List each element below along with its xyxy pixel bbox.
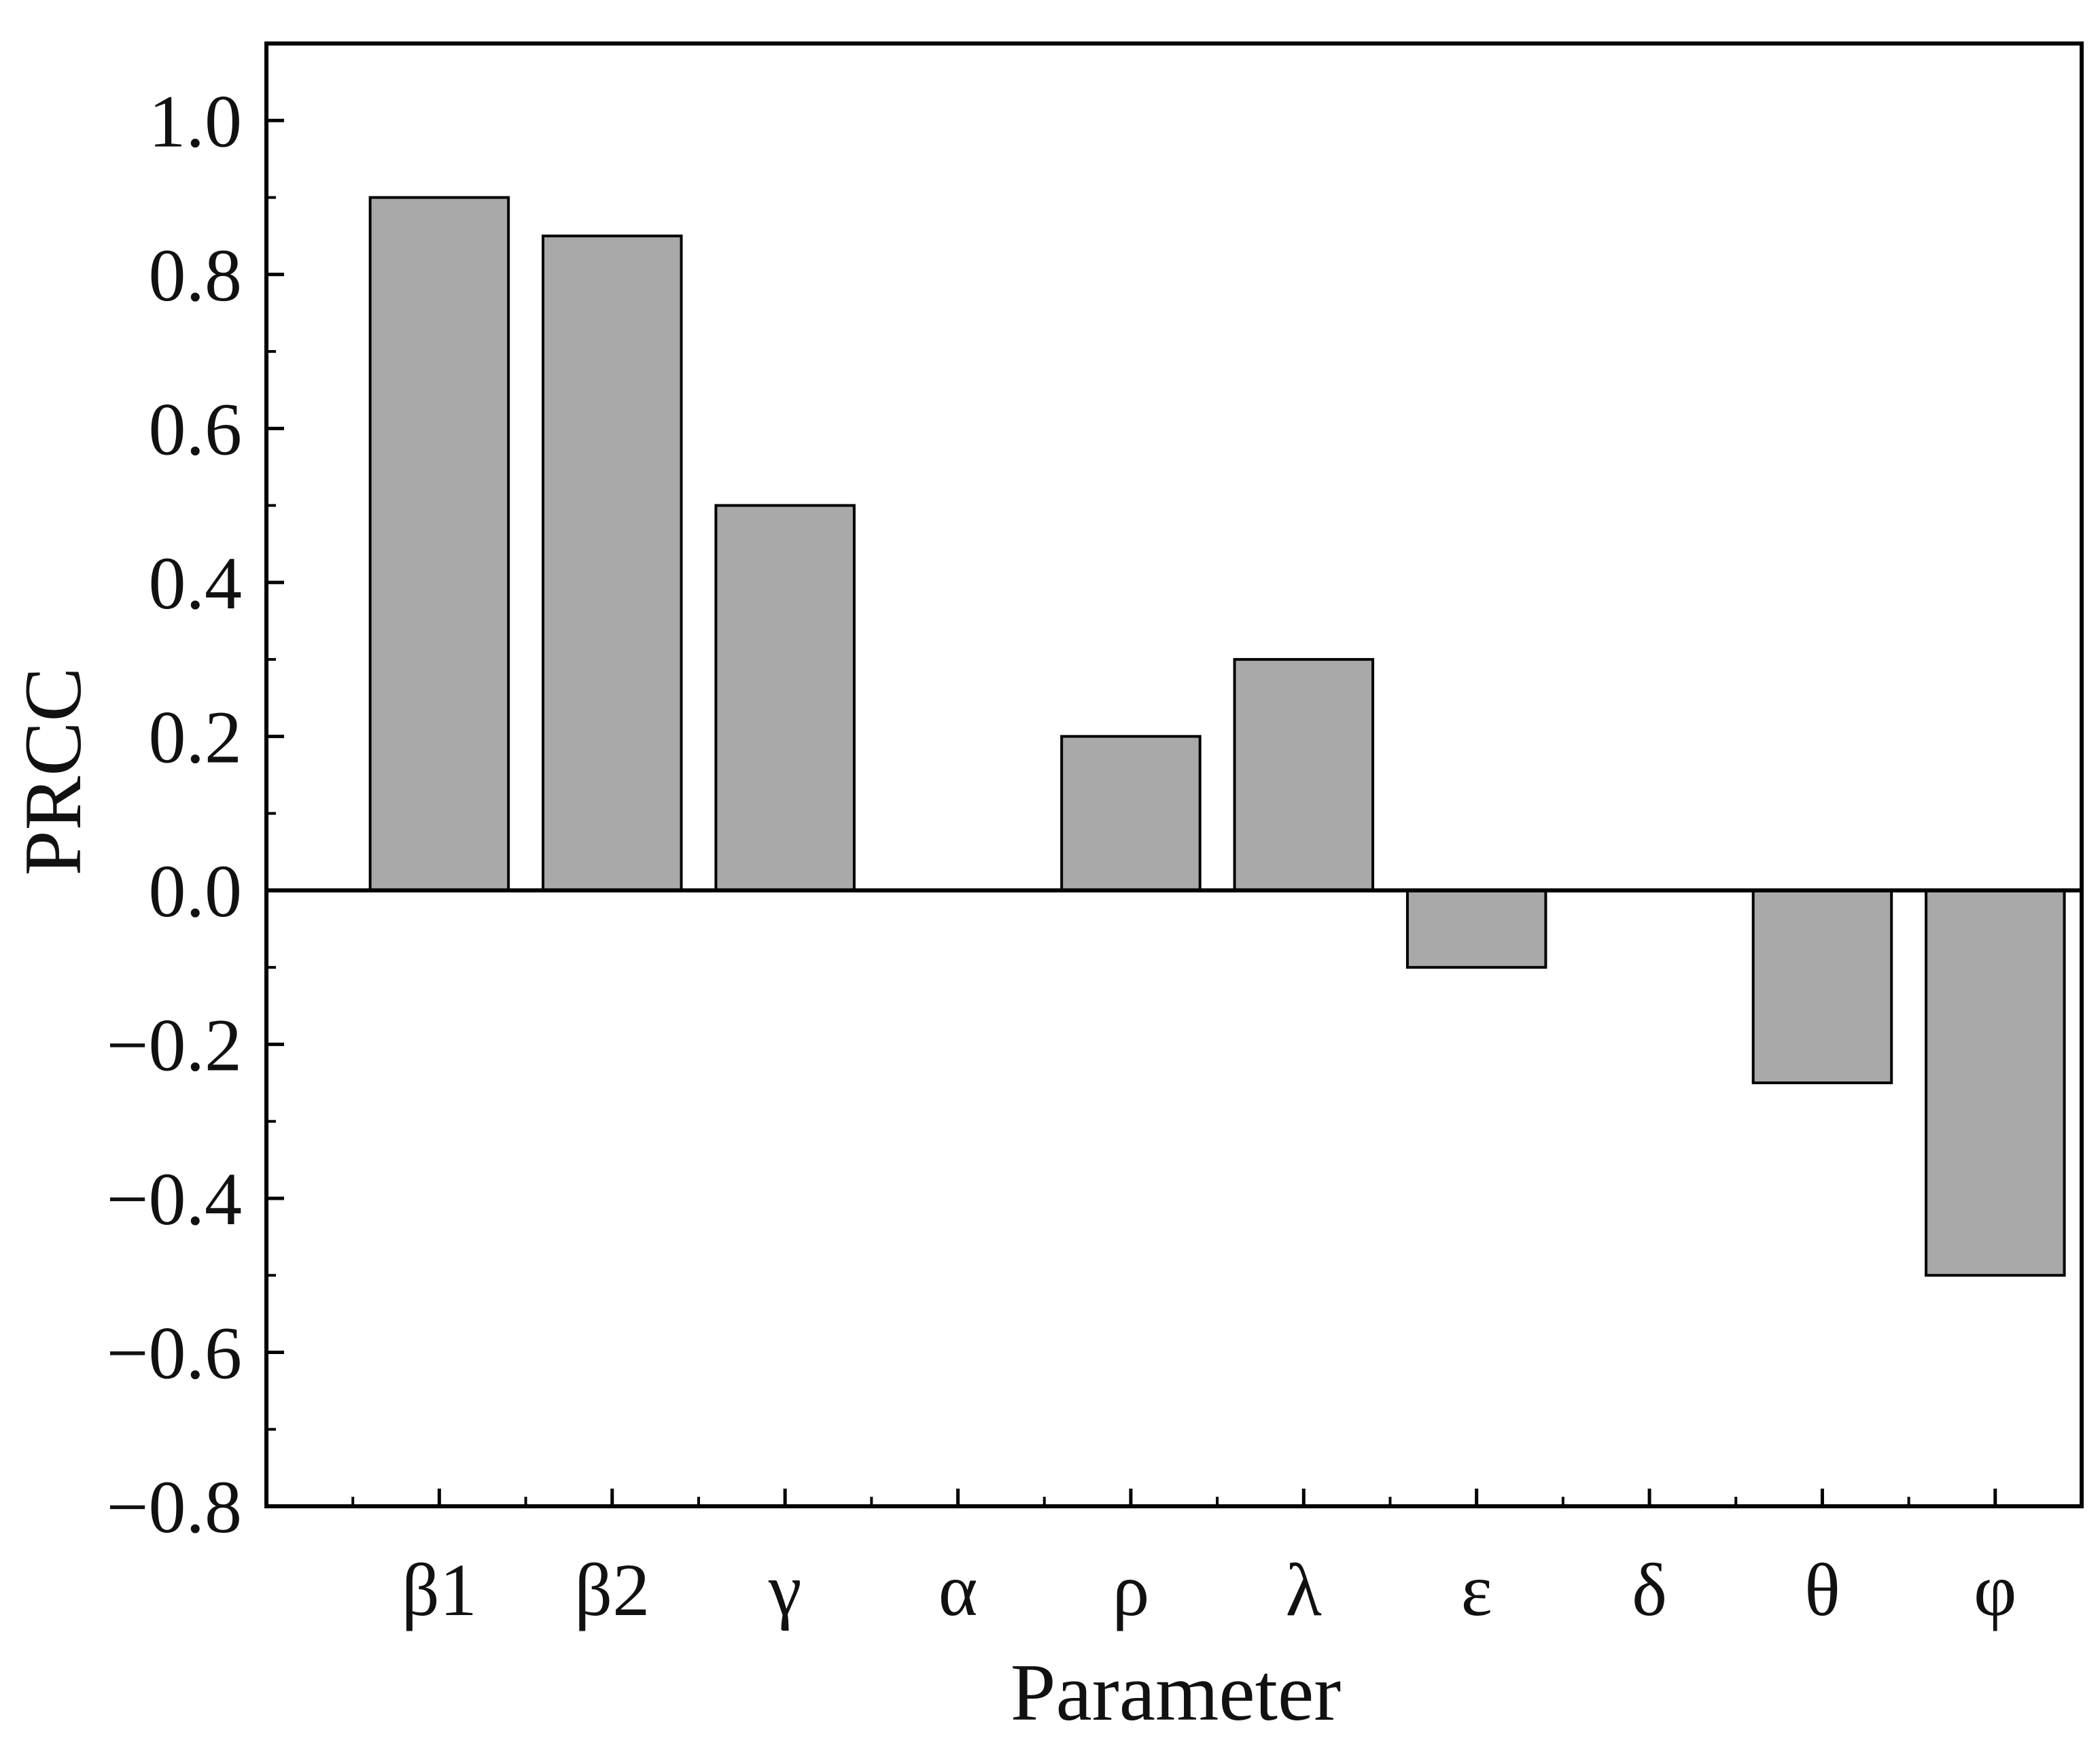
bar-1 — [368, 196, 510, 892]
y-tick-label: 0.0 — [149, 850, 243, 933]
y-tick-label: 0.8 — [149, 234, 243, 317]
x-tick-label: λ — [1286, 1548, 1322, 1631]
bar-10 — [1925, 888, 2066, 1277]
y-tick-label: 1.0 — [149, 80, 243, 162]
x-tick-label: ε — [1461, 1548, 1492, 1631]
y-tick-label: −0.2 — [106, 1003, 242, 1086]
x-tick-label: θ — [1804, 1548, 1840, 1631]
y-tick-label: −0.8 — [106, 1466, 242, 1548]
x-tick-label: α — [939, 1548, 978, 1631]
y-tick-label: −0.4 — [106, 1158, 242, 1241]
x-tick-label: β2 — [574, 1548, 650, 1631]
bar-9 — [1751, 888, 1893, 1085]
plot-frame — [264, 41, 2084, 1508]
axes-layer: −0.8 −0.6 −0.4 −0.2 0.0 0.2 0.4 0.6 0.8 1.0 β1 β2 γ α… — [106, 41, 2084, 1631]
y-tick-label: 0.6 — [149, 387, 243, 470]
x-tick-label: δ — [1632, 1548, 1667, 1631]
bar-5 — [1060, 735, 1202, 892]
x-tick-label: φ — [1974, 1548, 2017, 1631]
labels-layer: Parameter PRCC — [7, 668, 1341, 1737]
bars-layer — [368, 196, 2066, 1277]
bar-3 — [714, 504, 856, 892]
y-axis-title: PRCC — [7, 668, 98, 876]
x-axis-title: Parameter — [1011, 1647, 1341, 1737]
y-tick-label: −0.6 — [106, 1311, 242, 1394]
bar-7 — [1405, 888, 1547, 969]
bar-6 — [1233, 658, 1375, 892]
x-tick-label: β1 — [402, 1548, 477, 1631]
x-tick-label: γ — [768, 1548, 802, 1631]
x-tick-label: ρ — [1112, 1548, 1149, 1631]
y-tick-label: 0.2 — [149, 695, 243, 778]
y-tick-label: 0.4 — [149, 542, 243, 625]
bar-2 — [542, 235, 683, 892]
